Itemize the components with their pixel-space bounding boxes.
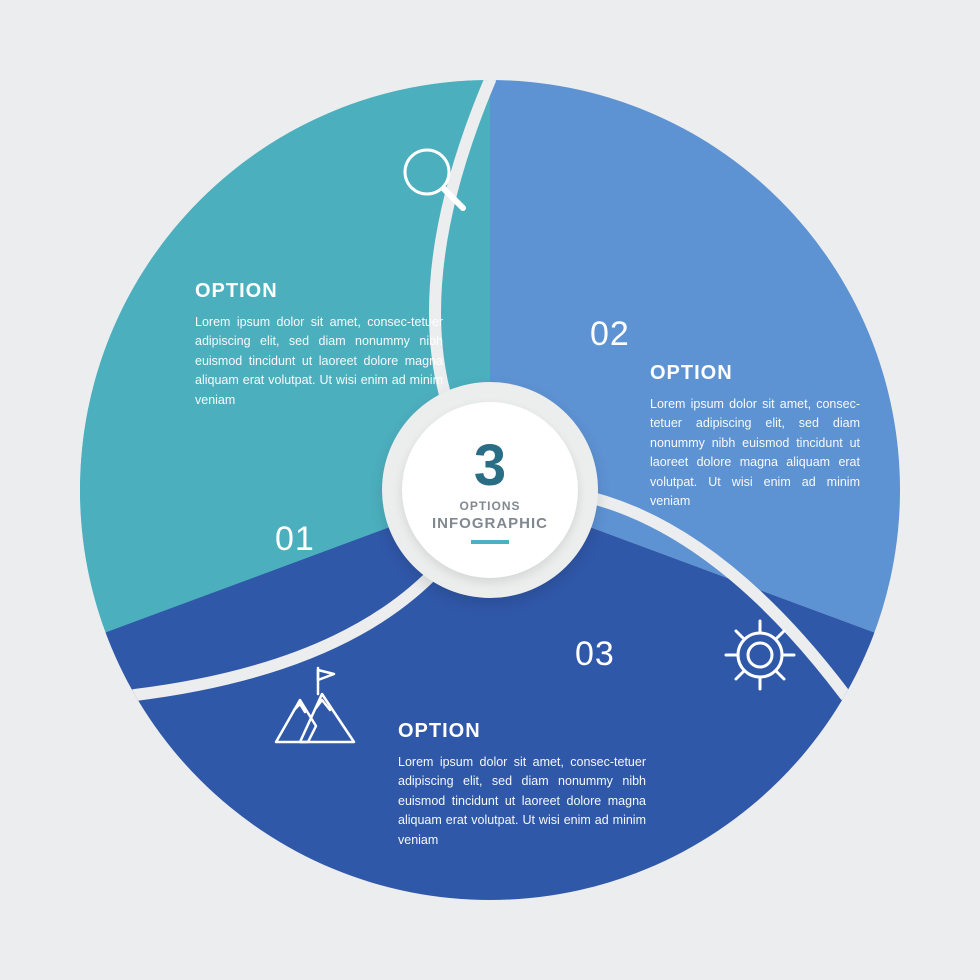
- segment-2-body: Lorem ipsum dolor sit amet, consec-tetue…: [650, 395, 860, 511]
- center-sub-infographic: INFOGRAPHIC: [432, 515, 548, 532]
- segment-3-number: 03: [575, 635, 615, 674]
- center-number: 3: [474, 437, 506, 495]
- segment-1-body: Lorem ipsum dolor sit amet, consec-tetue…: [195, 313, 443, 410]
- center-disc: 3 OPTIONS INFOGRAPHIC: [382, 382, 598, 598]
- segment-3-body: Lorem ipsum dolor sit amet, consec-tetue…: [398, 753, 646, 850]
- segment-1-number: 01: [275, 520, 315, 559]
- infographic-stage: 3 OPTIONS INFOGRAPHIC 01 OPTION Lorem ip…: [80, 80, 900, 900]
- center-sub-options: OPTIONS: [459, 499, 520, 513]
- segment-2-text: OPTION Lorem ipsum dolor sit amet, conse…: [650, 362, 860, 511]
- center-underline: [471, 540, 509, 544]
- gear-icon: [720, 615, 800, 695]
- center-inner: 3 OPTIONS INFOGRAPHIC: [402, 402, 578, 578]
- segment-2-number: 02: [590, 315, 630, 354]
- segment-2-title: OPTION: [650, 362, 860, 385]
- segment-1-text: OPTION Lorem ipsum dolor sit amet, conse…: [195, 280, 443, 410]
- mountain-flag-icon: [270, 660, 360, 750]
- segment-3-text: OPTION Lorem ipsum dolor sit amet, conse…: [398, 720, 646, 850]
- segment-3-title: OPTION: [398, 720, 646, 743]
- magnifier-icon: [395, 140, 473, 218]
- segment-1-title: OPTION: [195, 280, 443, 303]
